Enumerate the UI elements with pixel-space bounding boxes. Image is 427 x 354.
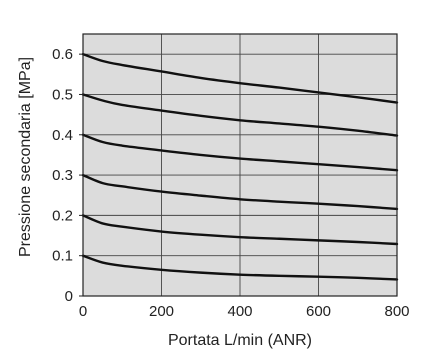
series-line-4 [81,133,399,172]
y-tick-label: 0.1 [52,248,73,265]
x-tick-label: 800 [384,303,409,320]
y-axis-ticks: 0 0.1 0.2 0.3 0.4 0.5 0.6 [52,46,83,305]
series-line-1 [81,254,399,281]
y-axis-label: Pressione secondaria [MPa] [17,57,34,257]
y-tick-label: 0.4 [52,127,73,144]
x-tick-label: 600 [306,303,331,320]
plot-frame [82,33,398,297]
x-axis-label: Portata L/min (ANR) [168,332,312,349]
series-line-3 [81,173,399,211]
y-tick-label: 0 [65,288,73,305]
series-lines [81,52,399,281]
y-tick-label: 0.3 [52,167,73,184]
x-tick-label: 200 [149,303,174,320]
series-line-2 [81,214,399,246]
x-tick-label: 0 [79,303,87,320]
x-tick-label: 400 [227,303,252,320]
x-axis-ticks: 0 200 400 600 800 [79,303,410,320]
y-tick-label: 0.2 [52,207,73,224]
series-line-6 [81,52,399,104]
y-tick-label: 0.6 [52,46,73,63]
series-line-5 [81,93,399,137]
y-tick-label: 0.5 [52,86,73,103]
